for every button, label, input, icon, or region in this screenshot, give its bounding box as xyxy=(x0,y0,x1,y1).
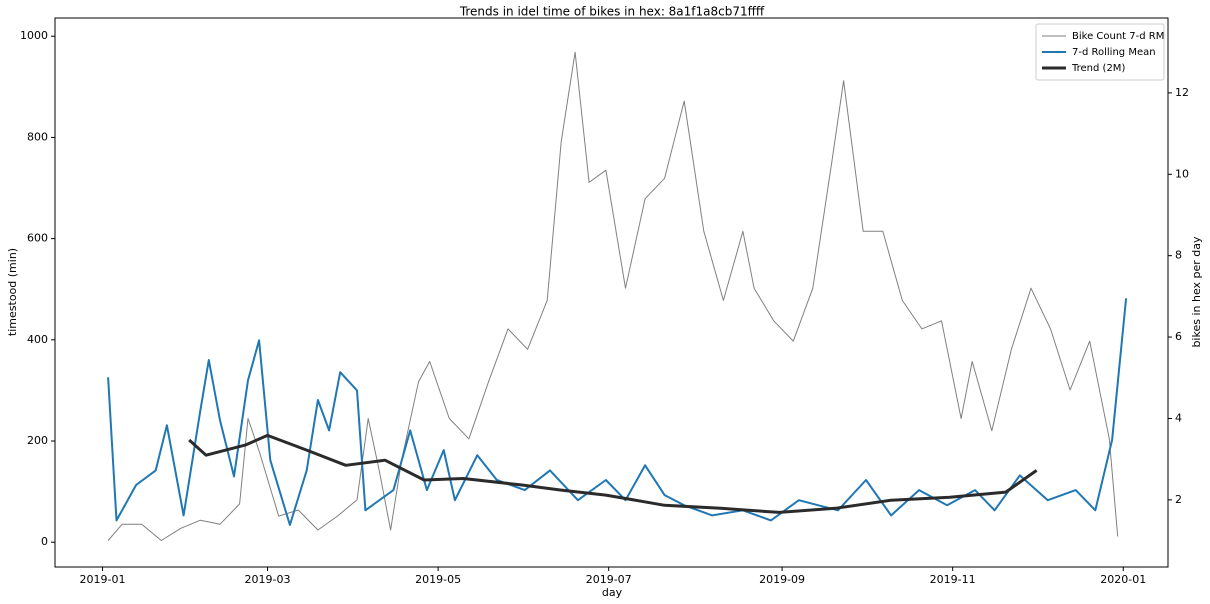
y2-tick-label: 10 xyxy=(1175,167,1189,180)
legend-box xyxy=(1035,23,1165,81)
y2-tick-label: 12 xyxy=(1175,86,1189,99)
series-line xyxy=(188,433,1038,514)
series-line xyxy=(107,298,1128,526)
y-tick-label: 0 xyxy=(41,535,48,548)
y-tick-label: 800 xyxy=(27,130,48,143)
series-line xyxy=(107,51,1119,541)
plot-frame xyxy=(54,17,1169,568)
y-tick-label: 600 xyxy=(27,232,48,245)
y-tick-label: 200 xyxy=(27,434,48,447)
x-tick-label: 2020-01 xyxy=(1100,573,1146,586)
y-tick-label: 1000 xyxy=(20,29,48,42)
y-tick-label: 400 xyxy=(27,333,48,346)
x-tick-label: 2019-09 xyxy=(759,573,805,586)
x-tick-label: 2019-01 xyxy=(80,573,126,586)
y2-axis-label: bikes in hex per day xyxy=(1190,236,1203,348)
y-axis-label: timestood (min) xyxy=(6,248,19,336)
x-tick-label: 2019-11 xyxy=(930,573,976,586)
y2-tick-label: 2 xyxy=(1175,493,1182,506)
legend-label: Bike Count 7-d RM xyxy=(1072,31,1164,42)
legend-label: Trend (2M) xyxy=(1071,63,1125,74)
x-tick-label: 2019-07 xyxy=(586,573,632,586)
legend-label: 7-d Rolling Mean xyxy=(1072,47,1156,58)
x-axis-label: day xyxy=(602,586,623,599)
chart-title: Trends in idel time of bikes in hex: 8a1… xyxy=(459,5,765,19)
y2-tick-label: 4 xyxy=(1175,411,1182,424)
x-tick-label: 2019-03 xyxy=(245,573,291,586)
y2-tick-label: 6 xyxy=(1175,330,1182,343)
x-tick-label: 2019-05 xyxy=(415,573,461,586)
y2-tick-label: 8 xyxy=(1175,249,1182,262)
